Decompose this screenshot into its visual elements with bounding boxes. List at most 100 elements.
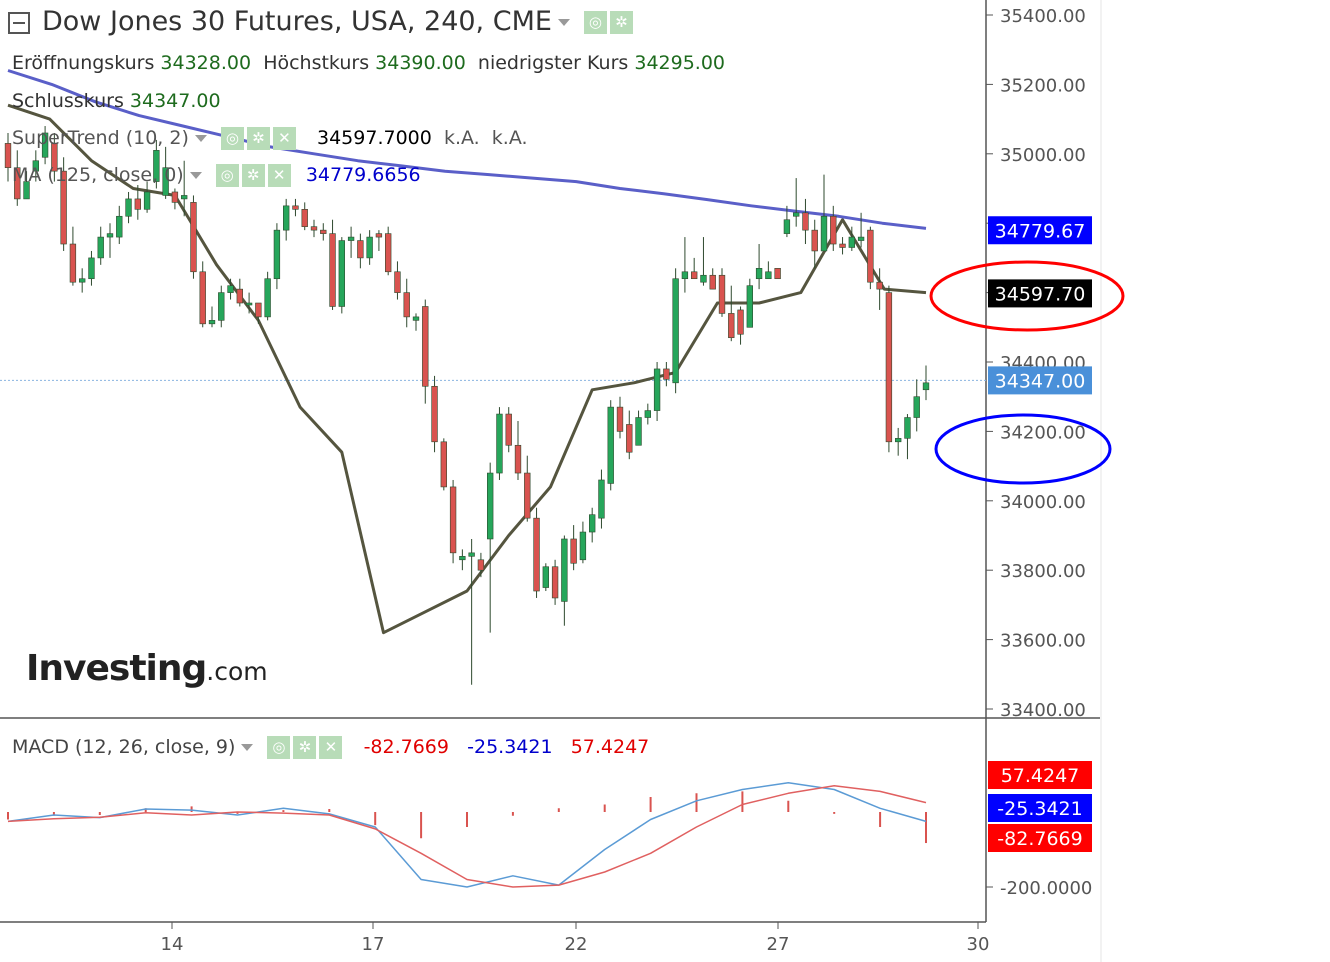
candle-body xyxy=(672,278,679,384)
chevron-down-icon[interactable] xyxy=(194,135,207,142)
red-annotation-ellipse xyxy=(929,260,1125,332)
macd-legend[interactable]: MACD (12, 26, close, 9) ◎ ✲ ✕ -82.7669 -25.… xyxy=(12,736,649,759)
macd-layer xyxy=(7,782,927,888)
candle-body xyxy=(431,385,438,443)
investing-logo[interactable]: Investing.com xyxy=(26,648,268,689)
candle-body xyxy=(459,556,466,561)
candle-body xyxy=(839,243,846,248)
candle-body xyxy=(653,368,661,411)
ma-value: 34779.6656 xyxy=(305,164,421,186)
time-tick-label: 30 xyxy=(967,934,990,955)
chart-title[interactable]: Dow Jones 30 Futures, USA, 240, CME ◎ ✲ xyxy=(8,6,636,37)
ma-badge-label: 34779.67 xyxy=(995,220,1086,242)
gear-icon[interactable]: ✲ xyxy=(293,736,317,759)
candle-body xyxy=(171,191,179,203)
candle-body xyxy=(802,212,809,231)
signal-badge-label: 57.4247 xyxy=(1001,765,1080,787)
gear-icon[interactable]: ✲ xyxy=(241,164,265,187)
candle-body xyxy=(264,278,271,318)
candle-body xyxy=(913,396,920,418)
histogram-badge-bg xyxy=(988,824,1092,852)
eye-icon[interactable]: ◎ xyxy=(220,127,244,150)
candle-body xyxy=(60,170,67,245)
time-tick-label: 22 xyxy=(565,934,588,955)
chevron-down-icon[interactable] xyxy=(241,744,254,751)
chart-title-label: Dow Jones 30 Futures, USA, 240, CME xyxy=(42,6,552,37)
candle-body xyxy=(848,236,855,248)
candle-body xyxy=(23,181,30,200)
ma-legend[interactable]: MA (125, close, 0) ◎ ✲ ✕ 34779.6656 xyxy=(12,164,421,187)
candle-body xyxy=(69,243,77,283)
close-icon[interactable]: ✕ xyxy=(319,736,343,759)
chevron-down-icon[interactable] xyxy=(189,172,202,179)
candle-body xyxy=(728,313,735,339)
collapse-icon[interactable] xyxy=(8,11,30,34)
histogram-badge-label: -82.7669 xyxy=(997,828,1082,850)
candle-body xyxy=(876,281,883,290)
candle-body xyxy=(820,215,828,252)
candle-body xyxy=(143,191,151,210)
candle-body xyxy=(412,316,420,321)
candle-body xyxy=(885,292,893,443)
ma-badge-bg xyxy=(988,216,1092,245)
supertrend-layer xyxy=(7,103,927,635)
supertrend-label: SuperTrend (10, 2) xyxy=(12,127,189,149)
candle-body xyxy=(403,292,410,318)
gear-icon[interactable]: ✲ xyxy=(609,11,633,34)
candle-body xyxy=(79,278,86,283)
candle-body xyxy=(570,538,577,564)
close-value: 34347.00 xyxy=(129,90,221,112)
blue-annotation-ellipse xyxy=(934,413,1112,485)
candle-body xyxy=(292,205,299,210)
price-tick-label: 33400.00 xyxy=(1000,700,1086,721)
candle-body xyxy=(125,198,132,217)
candle-body xyxy=(301,209,308,227)
eye-icon[interactable]: ◎ xyxy=(583,11,607,34)
macd-label: MACD (12, 26, close, 9) xyxy=(12,736,236,758)
candle-body xyxy=(88,257,95,280)
macd-value-3: 57.4247 xyxy=(570,736,650,758)
close-icon[interactable]: ✕ xyxy=(267,164,291,187)
time-tick-label: 14 xyxy=(161,934,184,955)
price-tick-label: 35200.00 xyxy=(1000,75,1086,96)
candle-body xyxy=(97,236,104,259)
ma-line xyxy=(7,69,927,230)
candle-body xyxy=(199,271,206,325)
candle-body xyxy=(783,219,791,234)
candle-body xyxy=(542,566,549,588)
eye-icon[interactable]: ◎ xyxy=(215,164,239,187)
close-label: Schlusskurs xyxy=(12,90,124,112)
candle-body xyxy=(329,233,336,307)
candle-body xyxy=(811,229,818,252)
close-legend: Schlusskurs 34347.00 xyxy=(12,90,221,112)
candle-body xyxy=(895,438,902,443)
candle-body xyxy=(922,382,930,391)
gear-icon[interactable]: ✲ xyxy=(246,127,270,150)
candle-body xyxy=(709,274,716,290)
close-icon[interactable]: ✕ xyxy=(272,127,296,150)
candle-body xyxy=(505,413,512,446)
candle-body xyxy=(681,271,689,280)
candle-body xyxy=(181,195,188,200)
eye-icon[interactable]: ◎ xyxy=(267,736,291,759)
logo-suffix: .com xyxy=(206,657,268,686)
candle-body xyxy=(644,410,651,418)
candle-body xyxy=(496,413,503,474)
candle-body xyxy=(598,479,605,519)
supertrend-badge-label: 34597.70 xyxy=(995,283,1086,305)
time-tick-label: 17 xyxy=(362,934,385,955)
macd-value-1: -82.7669 xyxy=(363,736,449,758)
candle-body xyxy=(218,292,225,321)
price-tick-label: 34200.00 xyxy=(1000,422,1086,443)
candle-body xyxy=(4,143,12,168)
candle-body xyxy=(310,226,318,231)
candle-body xyxy=(830,215,837,245)
supertrend-legend[interactable]: SuperTrend (10, 2) ◎ ✲ ✕ 34597.7000 k.A. k.… xyxy=(12,127,528,150)
chevron-down-icon[interactable] xyxy=(557,19,570,26)
candle-body xyxy=(440,441,447,488)
candle-body xyxy=(162,167,169,196)
candle-body xyxy=(904,417,911,439)
candle-body xyxy=(366,236,373,259)
ma-label: MA (125, close, 0) xyxy=(12,164,184,186)
